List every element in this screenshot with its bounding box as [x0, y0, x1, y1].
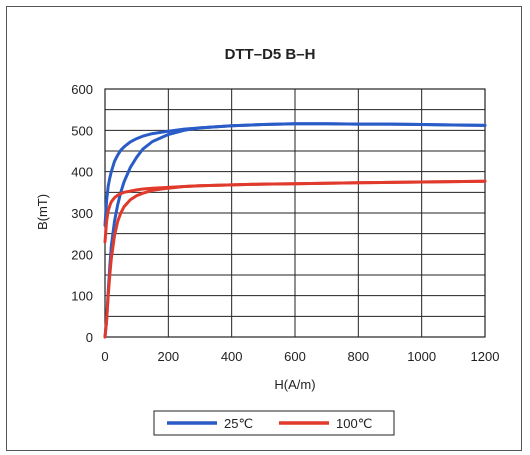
- y-tick-label: 600: [71, 82, 93, 97]
- y-tick-label: 100: [71, 289, 93, 304]
- curve-100c-upper: [103, 179, 487, 244]
- legend-label-25c: 25℃: [224, 416, 253, 431]
- x-axis-label: H(A/m): [274, 377, 315, 392]
- y-tick-label: 0: [86, 330, 93, 345]
- x-tick-label: 400: [221, 349, 243, 364]
- curve-25c-upper: [103, 122, 487, 227]
- y-axis-label: B(mT): [35, 194, 50, 230]
- x-tick-label: 1000: [407, 349, 436, 364]
- x-tick-label: 800: [347, 349, 369, 364]
- y-tick-label: 400: [71, 165, 93, 180]
- chart-title: DTT–D5 B–H: [225, 46, 316, 63]
- x-tick-label: 1200: [471, 349, 500, 364]
- tick-labels: 0 200 400 600 800 1000 1200 0 100 200 300 400 500 600: [71, 82, 499, 364]
- legend: 25℃ 100℃: [153, 410, 395, 436]
- x-tick-label: 200: [157, 349, 179, 364]
- legend-label-100c: 100℃: [336, 416, 372, 431]
- y-tick-label: 500: [71, 123, 93, 138]
- x-tick-label: 600: [284, 349, 306, 364]
- x-tick-label: 0: [101, 349, 108, 364]
- grid: [104, 88, 486, 338]
- chart-frame: DTT–D5 B–H 0 200 400 600 800 1000 1200 0 100 200 3…: [6, 6, 522, 451]
- y-tick-label: 200: [71, 247, 93, 262]
- bh-curve-chart: DTT–D5 B–H 0 200 400 600 800 1000 1200 0 100 200 3…: [35, 46, 499, 436]
- curves: [103, 122, 487, 339]
- y-tick-label: 300: [71, 206, 93, 221]
